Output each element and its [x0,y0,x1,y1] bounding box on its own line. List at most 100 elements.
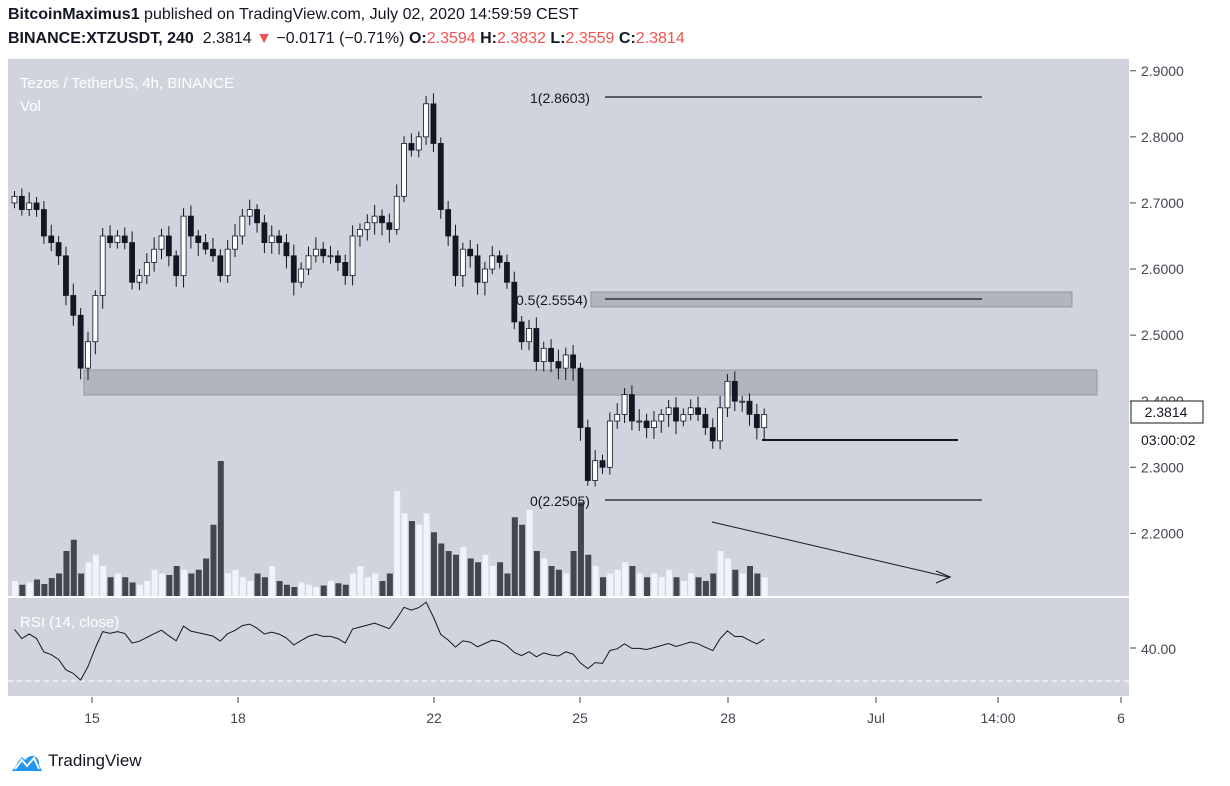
candle-body [496,255,503,263]
candle-body [562,354,569,369]
candle-body [327,255,334,258]
candle-body [173,255,180,277]
candle-body [26,202,33,210]
volume-bar [754,573,761,596]
candle-body [151,248,158,263]
volume-bar [63,551,70,596]
volume-bar [269,566,276,596]
volume-bar [188,573,195,596]
price-tick: 2.2000 [1141,525,1184,541]
volume-bar [291,587,298,596]
high-value: 2.3832 [497,30,546,47]
fib-label-top: 1(2.8603) [530,90,590,106]
last-price: 2.3814 [202,30,252,47]
volume-bar [26,582,33,596]
candle-body [349,235,356,277]
candle-body [526,328,532,343]
volume-bar [438,543,445,596]
volume-bar [144,581,151,596]
candle-body [753,414,760,429]
candle-body [717,407,723,442]
volume-bar [12,581,18,596]
high-label: H: [480,30,497,47]
candle-body [320,248,327,257]
volume-bar [739,573,746,596]
open-value: 2.3594 [426,30,476,47]
volume-bar [298,582,305,596]
rsi-tick-40: 40.00 [1141,641,1176,657]
volume-bar [541,558,548,596]
resistance-zone-lower[interactable] [83,369,1098,396]
candle-body [70,295,77,316]
candle-body [217,255,224,277]
candle-body [724,380,731,409]
candle-body [474,255,481,283]
volume-bar [408,521,415,596]
volume-bar [695,577,702,596]
candle-body [48,235,55,243]
time-tick: 25 [572,710,588,726]
publish-line: BitcoinMaximus1 published on TradingView… [8,6,579,24]
candle-body [643,420,650,429]
volume-bar [129,582,136,596]
volume-bar [445,551,452,596]
candle-body [489,255,496,270]
time-axis[interactable]: 15 18 22 25 28 Jul 14:00 6 [84,697,1125,726]
candle-body [165,235,172,257]
candle-body [290,255,297,283]
volume-bar [166,575,173,596]
volume-bar [276,581,283,596]
volume-bar [320,585,327,596]
volume-bar [636,573,643,596]
candle-body [283,242,290,257]
volume-trend-line[interactable] [711,521,949,578]
volume-bar [497,562,504,596]
time-tick: 14:00 [980,710,1015,726]
candle-body [636,420,643,423]
candle-body [121,235,128,243]
candle-body [709,427,716,442]
volume-bar [386,573,393,596]
volume-bar [247,581,254,596]
volume-bar [159,573,165,596]
candle-body [379,215,385,224]
tradingview-logo[interactable]: TradingView [10,750,142,772]
volume-bar [761,577,768,596]
volume-bar [254,573,261,596]
price-pane[interactable] [8,59,1130,596]
author-name[interactable]: BitcoinMaximus1 [8,6,140,23]
volume-bar [210,524,217,596]
symbol-label: BINANCE:XTZUSDT, 240 [8,30,194,47]
fib-label-bottom: 0(2.2505) [530,493,590,509]
volume-bar [592,566,599,596]
candle-body [312,248,319,257]
volume-bar [350,573,357,596]
price-tick: 2.3000 [1141,459,1184,475]
volume-bar [666,569,673,596]
volume-bar [533,551,540,596]
candle-body [761,414,768,429]
volume-bar [56,573,63,596]
price-axis[interactable]: 2.90002.80002.70002.60002.50002.40002.30… [1130,63,1184,542]
volume-bar [680,581,687,596]
candle-body [99,235,106,296]
cloud-icon [12,755,42,771]
candle-body [445,209,452,237]
volume-bar [467,558,474,596]
candle-body [33,202,40,210]
candle-body [570,354,576,369]
volume-bar [423,513,430,596]
chart-area[interactable]: 1(2.8603) 0.5(2.5554) 0(2.2505) Tezos / … [8,59,1222,737]
vol-legend: Vol [20,98,41,115]
price-chart[interactable]: 1(2.8603) 0.5(2.5554) 0(2.2505) Tezos / … [8,59,1222,737]
volume-bar [342,584,349,596]
rsi-pane[interactable] [8,598,1130,696]
candle-body [702,414,709,429]
volume-bar [100,566,107,596]
candle-body [41,209,47,237]
volume-bar [372,573,379,596]
volume-bar [430,532,437,596]
candle-body [665,407,672,415]
candle-body [202,242,209,250]
candle-body [85,341,91,369]
